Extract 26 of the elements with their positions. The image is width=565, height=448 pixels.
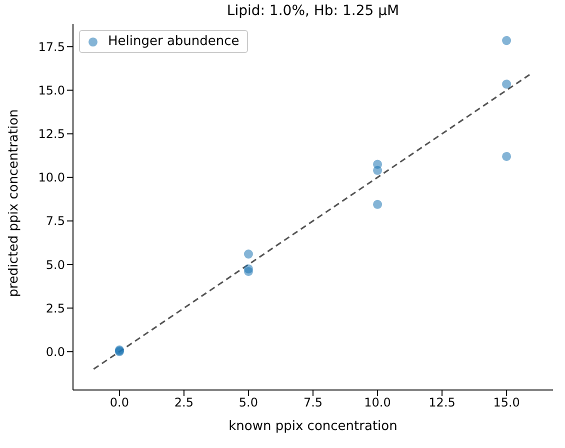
point: [373, 166, 382, 175]
point: [502, 80, 512, 89]
x-tick-label: 0.0: [110, 396, 129, 410]
x-axis-title: known ppix concentration: [228, 419, 398, 434]
chart-title: Lipid: 1.0%, Hb: 1.25 μM: [226, 2, 400, 20]
point: [244, 250, 253, 259]
x-tick-label: 10.0: [364, 396, 391, 410]
y-tick-label: 15.0: [38, 83, 65, 98]
legend-label: Helinger abundence: [108, 34, 240, 49]
point: [244, 266, 253, 276]
y-tick-label: 10.0: [38, 170, 65, 185]
y-axis-title: predicted ppix concentration: [6, 109, 22, 297]
y-tick-label: 0.0: [46, 344, 65, 359]
x-tick-label: 7.5: [303, 396, 323, 410]
x-tick-label: 15.0: [493, 396, 520, 410]
point: [502, 152, 512, 161]
x-tick-label: 2.5: [174, 396, 194, 410]
x-tick-label: 5.0: [238, 396, 258, 410]
y-tick-label: 7.5: [46, 214, 65, 228]
y-tick-label: 5.0: [46, 258, 65, 272]
x-tick-label: 12.5: [428, 396, 456, 410]
y-tick-label: 2.5: [46, 301, 65, 316]
point: [502, 36, 512, 46]
y-tick-label: 17.5: [38, 40, 65, 54]
y-tick-label: 12.5: [38, 127, 65, 142]
point: [373, 200, 382, 209]
